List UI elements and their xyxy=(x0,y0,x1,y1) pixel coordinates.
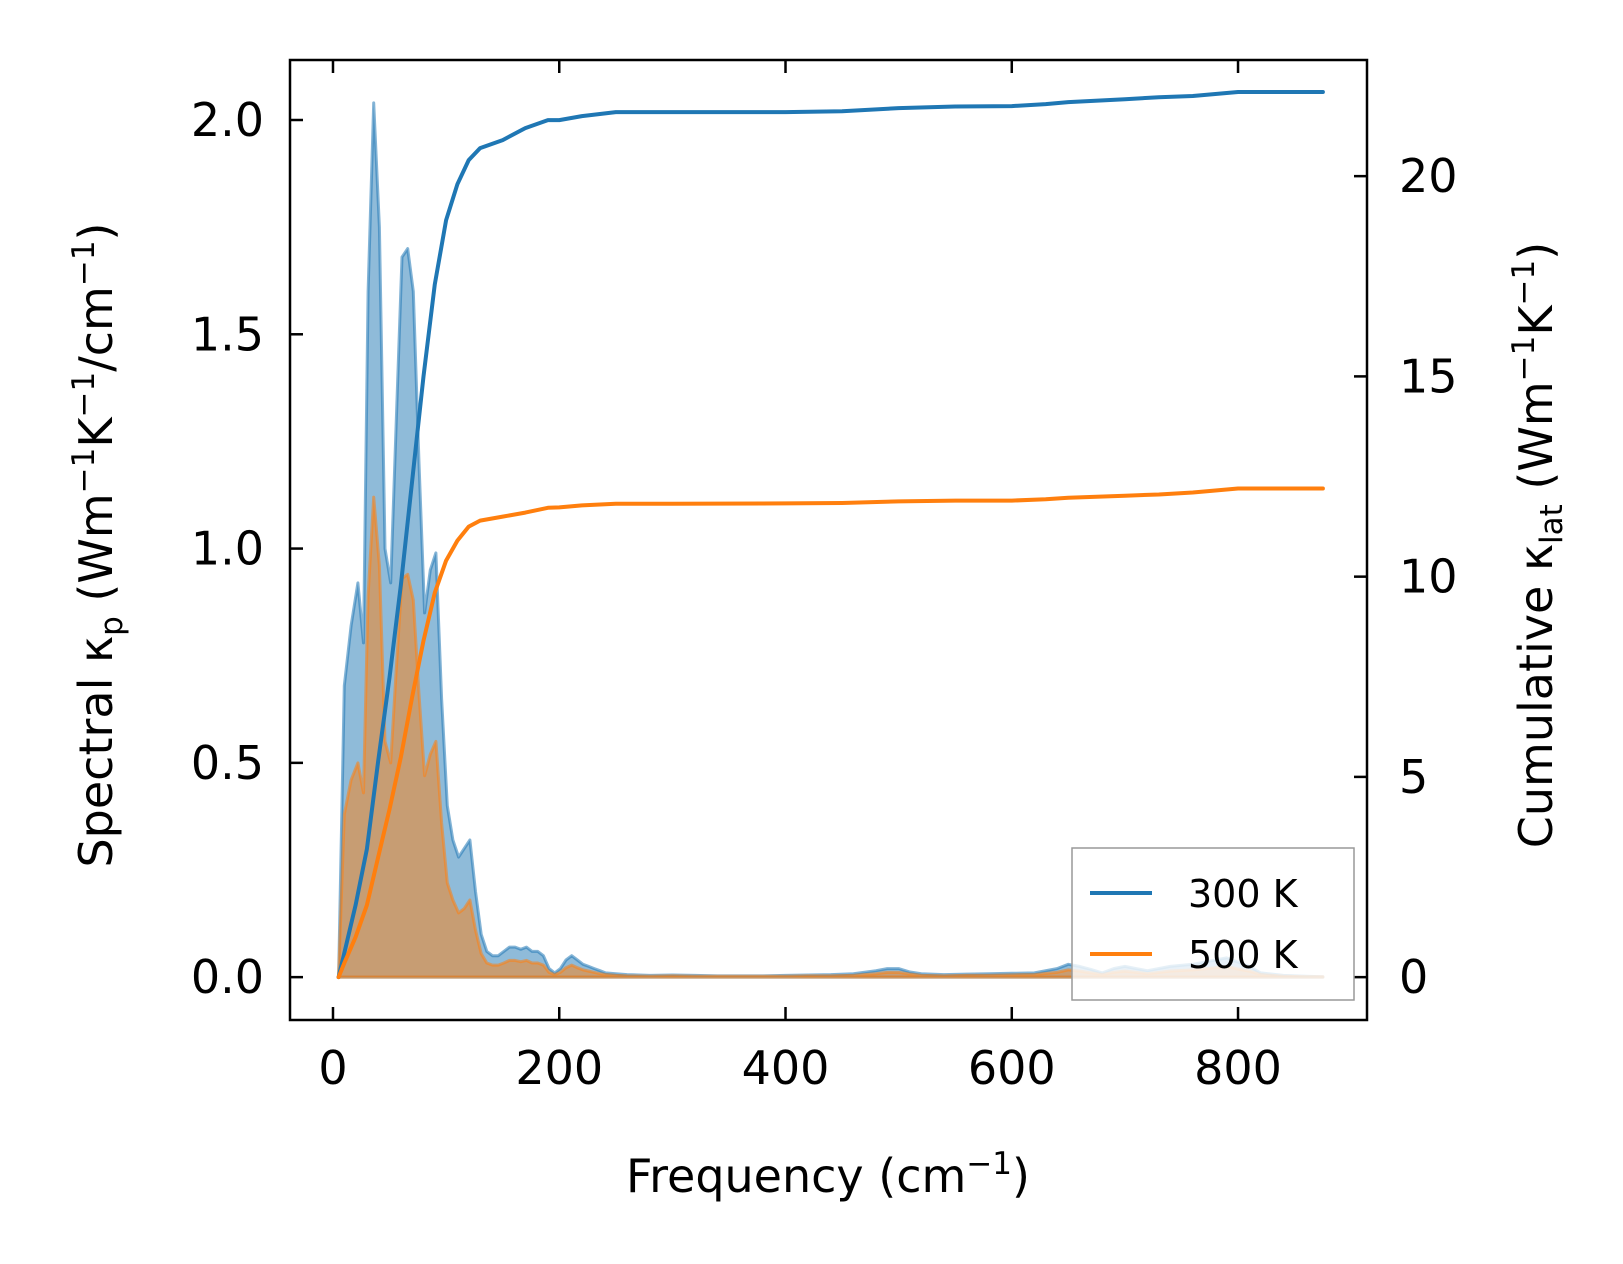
y-right-tick-label: 5 xyxy=(1399,750,1428,804)
y-right-tick-label: 15 xyxy=(1399,349,1458,403)
tick-layer: 0 200 400 600 800 0.0 0.5 1.0 1.5 2.0 0 5 10 15 20 xyxy=(191,60,1458,1095)
cumulative-line-300k xyxy=(336,90,1325,980)
x-axis-title: Frequency (cm−1) xyxy=(626,1146,1030,1203)
x-tick-label: 600 xyxy=(968,1041,1056,1095)
legend-label-500k: 500 K xyxy=(1188,933,1299,977)
y-left-tick-label: 2.0 xyxy=(191,93,264,147)
x-tick-label: 200 xyxy=(515,1041,603,1095)
cumulative-line-layer xyxy=(336,90,1325,980)
y-left-tick-label: 1.5 xyxy=(191,307,264,361)
y-axis-left-title: Spectral κp (Wm−1K−1/cm−1) xyxy=(66,222,130,867)
y-right-tick-label: 10 xyxy=(1399,550,1458,604)
y-left-tick-label: 1.0 xyxy=(191,522,264,576)
x-tick-label: 400 xyxy=(742,1041,830,1095)
cumulative-line-500k xyxy=(336,486,1325,980)
y-right-tick-label: 0 xyxy=(1399,950,1428,1004)
legend: 300 K 500 K xyxy=(1071,847,1355,1001)
legend-box xyxy=(1071,847,1355,1001)
legend-label-300k: 300 K xyxy=(1188,872,1299,916)
x-tick-label: 800 xyxy=(1194,1041,1282,1095)
y-right-tick-label: 20 xyxy=(1399,149,1458,203)
y-left-tick-label: 0.0 xyxy=(191,950,264,1004)
plot-frame xyxy=(288,58,1369,1022)
y-axis-right-title: Cumulative κlat (Wm−1K−1) xyxy=(1506,242,1570,848)
y-left-tick-label: 0.5 xyxy=(191,736,264,790)
x-tick-label: 0 xyxy=(318,1041,347,1095)
